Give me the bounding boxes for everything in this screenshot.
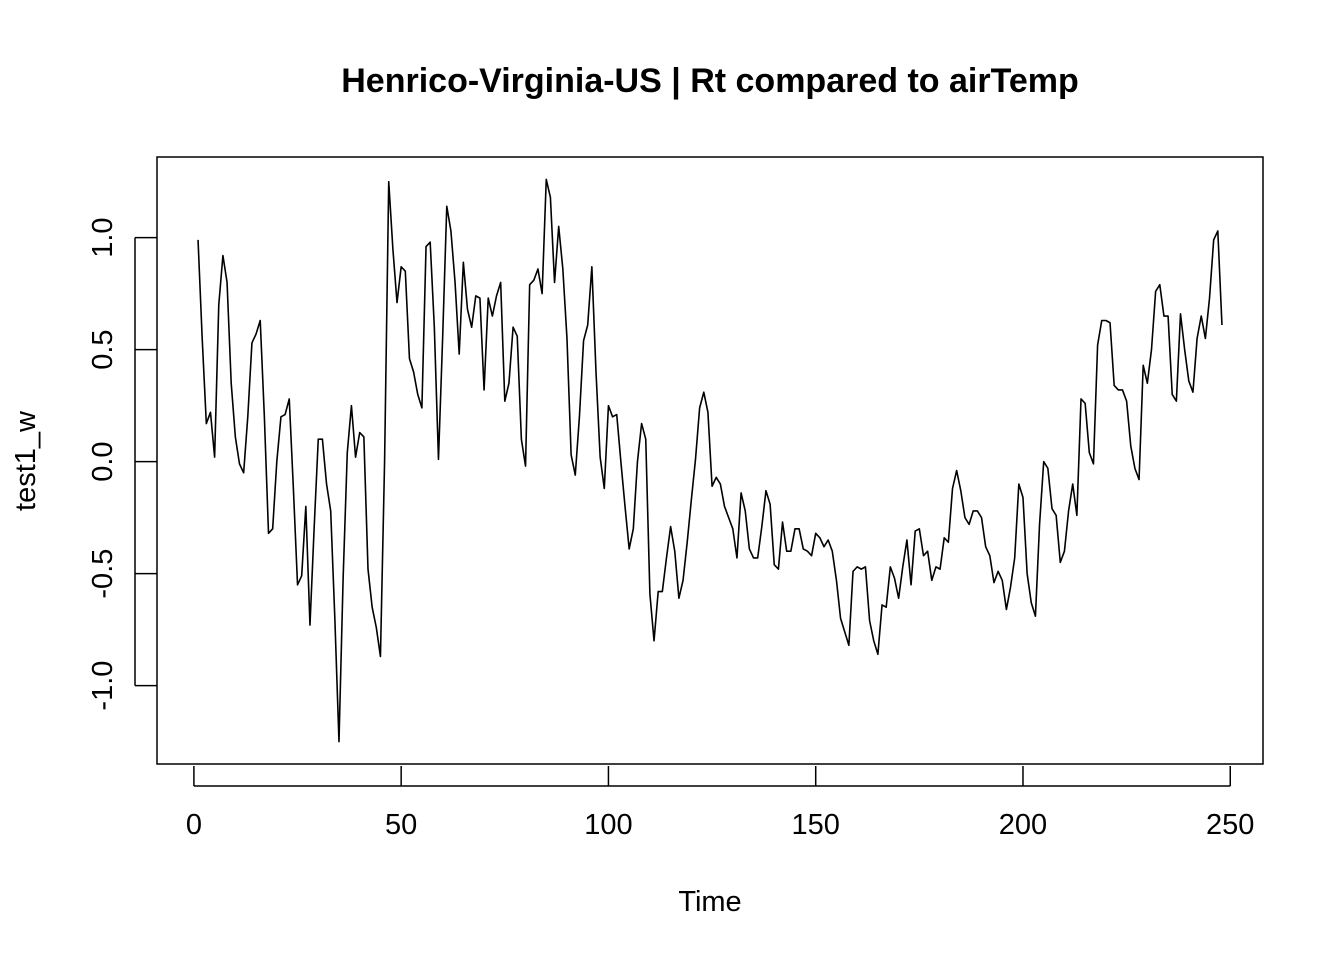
- chart-title: Henrico-Virginia-US | Rt compared to air…: [341, 62, 1079, 100]
- plot-frame: [156, 156, 1264, 765]
- x-tick-label: 50: [385, 809, 417, 841]
- y-axis: -1.0 -0.5 0.0 0.5 1.0: [87, 217, 157, 711]
- y-tick-label: 0.0: [87, 441, 119, 481]
- series-layer: [197, 178, 1223, 743]
- x-axis: 0 50 100 150 200 250: [186, 766, 1254, 841]
- x-tick-label: 250: [1206, 809, 1254, 841]
- series-line: [197, 178, 1223, 743]
- y-tick-label: -1.0: [87, 661, 119, 711]
- x-tick-label: 200: [999, 809, 1047, 841]
- y-tick-label: -0.5: [87, 549, 119, 599]
- x-tick-label: 0: [186, 809, 202, 841]
- x-tick-label: 150: [792, 809, 840, 841]
- x-axis-label: Time: [678, 886, 741, 918]
- y-tick-label: 1.0: [87, 217, 119, 257]
- y-axis-label: test1_w: [10, 410, 42, 511]
- x-tick-label: 100: [584, 809, 632, 841]
- y-tick-label: 0.5: [87, 329, 119, 369]
